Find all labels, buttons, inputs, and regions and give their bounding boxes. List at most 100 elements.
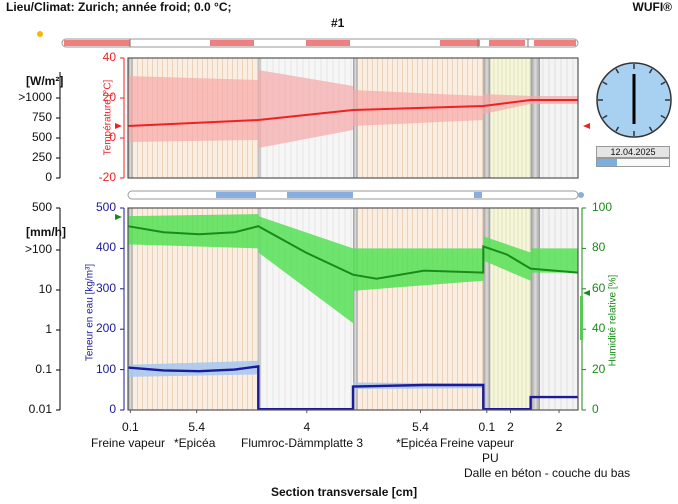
water-content-curve [127, 365, 578, 411]
x-axis-title: Section transversale [cm] [271, 485, 418, 499]
flux-axis-ticks [56, 97, 60, 179]
flow-tick-label: 0.01 [28, 402, 52, 416]
layer-segment-top [530, 58, 541, 178]
clock-hour-tick [660, 114, 666, 119]
temp-right-marker-icon [583, 123, 590, 129]
thickness-tick-label: 0.1 [122, 420, 139, 434]
flow-tick-label: 500 [31, 200, 52, 214]
temperature-curve [127, 99, 578, 127]
layer-name-freine-vapeur-2: Freine vapeur [440, 436, 515, 450]
app-name: WUFI® [632, 0, 673, 14]
water-range-band [128, 360, 259, 377]
water-tick-label: 100 [95, 361, 116, 376]
simulation-progress-fill [597, 159, 618, 166]
rh-range-band [258, 216, 353, 324]
flux-tick-label: >1000 [18, 90, 52, 104]
flow-axis-ticks [56, 207, 60, 411]
rh-range-band [128, 214, 259, 249]
rh-range-band [353, 248, 484, 291]
rh-tick-label: 40 [592, 321, 606, 336]
rh-range-band [483, 236, 531, 281]
clock-hour-tick [602, 81, 608, 86]
layer-segment-bottom [483, 208, 491, 410]
thickness-tick-label: 5.4 [188, 420, 206, 434]
flow-tick-label: 1 [45, 322, 52, 336]
water-axis-title: Teneur en eau [kg/m³] [84, 263, 96, 362]
layer-name-flumroc: Flumroc-Dämmplatte 3 [241, 436, 364, 450]
temperature-tick-label: 0 [109, 130, 116, 144]
rh-curve [127, 225, 579, 280]
rh-range-indicator [580, 296, 583, 340]
water-tick-label: 500 [95, 200, 116, 214]
layer-name-epicea-2: *Epicéa [396, 436, 438, 450]
clock-hour-tick [648, 126, 653, 132]
rh-tick-label: 20 [592, 361, 606, 376]
flow-tick-label: 10 [38, 282, 52, 296]
water-tick-label: 0 [109, 402, 116, 416]
temperature-tick-label: 40 [102, 50, 116, 64]
profile-curves [127, 99, 579, 411]
layer-segment-bottom [530, 208, 541, 410]
layer-segment-top [490, 58, 531, 178]
surface-indicator-bar-middle [127, 190, 584, 200]
thickness-tick-label: 4 [303, 420, 311, 434]
water-axis-ticks [120, 207, 124, 411]
flow-unit-label: [mm/h] [26, 225, 66, 239]
flux-unit-label: [W/m²] [26, 74, 64, 88]
thickness-tick-label: 2 [555, 420, 563, 434]
layer-name-concrete: Dalle en béton - couche du bas [464, 466, 631, 480]
clock-hour-tick [660, 81, 666, 86]
rh-tick-label: 60 [592, 280, 606, 295]
clock-hour-tick [615, 68, 620, 74]
rh-tick-label: 0 [592, 402, 599, 416]
sun-icon [37, 31, 43, 37]
rh-right-marker-icon [583, 290, 590, 296]
temperature-range-band [258, 70, 353, 148]
date-display: 12.04.2025 [596, 146, 670, 158]
temperature-axis-title: Température [°C] [102, 79, 114, 156]
location-title: Lieu/Climat: Zurich; année froid; 0.0 °C… [6, 0, 232, 14]
flow-tick-label: >100 [24, 242, 52, 256]
layer-segment-bottom [490, 208, 531, 410]
surface-indicator-bar-top [61, 38, 579, 48]
layer-segment-top [540, 58, 578, 178]
temperature-tick-label: -20 [98, 170, 116, 184]
temperature-tick-label: 20 [102, 90, 116, 104]
flow-tick-label: 0.1 [35, 362, 52, 376]
layer-segment-bottom [128, 208, 133, 410]
clock-hour-tick [602, 114, 608, 119]
rh-range-band [530, 248, 578, 273]
layer-segment-bottom [258, 208, 261, 410]
water-tick-label: 300 [95, 280, 116, 295]
thickness-tick-label: 0.1 [478, 420, 496, 434]
layer-name-freine-vapeur-1: Freine vapeur [91, 436, 166, 450]
layer-segment-bottom [353, 208, 358, 410]
flux-tick-label: 750 [31, 110, 52, 124]
rh-tick-label: 80 [592, 240, 606, 255]
clock-icon [596, 62, 672, 138]
temperature-range-band [128, 76, 259, 142]
layer-segment-bottom [540, 208, 578, 410]
clock-hour-tick [648, 68, 653, 74]
water-tick-label: 400 [95, 240, 116, 255]
temperature-axis-ticks [120, 57, 124, 179]
layer-backgrounds-bottom [128, 208, 578, 410]
rh-tick-label: 100 [592, 200, 613, 214]
water-tick-label: 200 [95, 321, 116, 336]
layer-segment-top [483, 58, 491, 178]
layer-segment-bottom [357, 208, 484, 410]
thickness-tick-label: 5.4 [412, 420, 429, 434]
temp-left-marker-icon [115, 123, 122, 129]
layer-name-epicea-1: *Epicéa [174, 436, 216, 450]
thickness-tick-label: 2 [507, 420, 514, 434]
clock-hour-tick [615, 126, 620, 132]
x-axis-ticks [129, 410, 560, 413]
flux-tick-label: 500 [31, 130, 52, 144]
flux-tick-label: 0 [45, 170, 52, 184]
bottom-panel-frame [127, 207, 579, 411]
rh-left-marker-icon [115, 214, 122, 220]
simulation-progress [596, 158, 670, 167]
case-label: #1 [331, 16, 345, 30]
flux-tick-label: 250 [31, 150, 52, 164]
